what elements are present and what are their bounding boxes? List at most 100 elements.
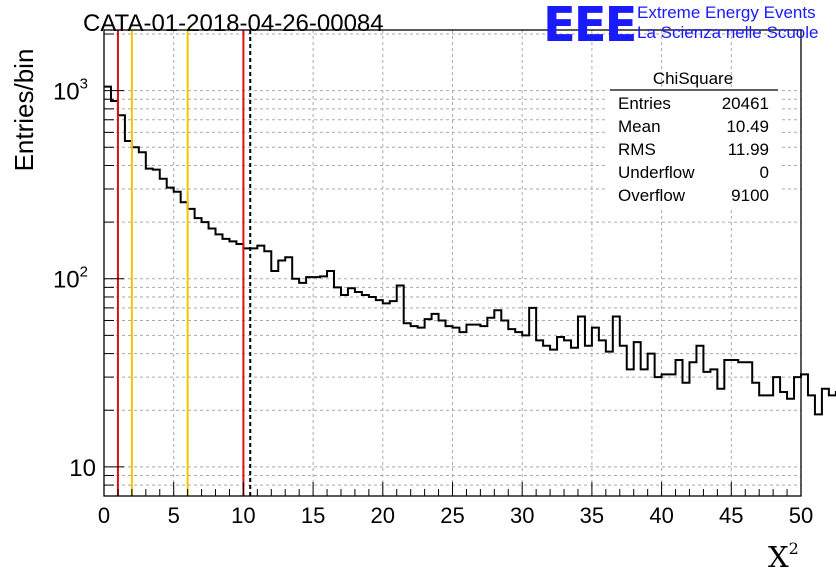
histogram-bin	[522, 335, 529, 496]
stats-row-label: Mean	[618, 117, 661, 136]
histogram-bin	[473, 325, 480, 496]
histogram-bin	[717, 389, 724, 496]
histogram-bin	[794, 377, 801, 496]
axis-tick-labels: 0 5 10 15 20 25 30 35 40 45 50 10 102 103	[53, 76, 813, 528]
x-tick-label: 20	[371, 503, 395, 528]
histogram-bin	[362, 295, 369, 496]
eee-logo: EEE	[543, 0, 637, 53]
histogram	[104, 85, 836, 496]
histogram-bin	[564, 340, 571, 496]
histogram-bin	[459, 332, 466, 496]
histogram-bin	[369, 297, 376, 496]
histogram-bin	[376, 300, 383, 496]
histogram-bin	[543, 346, 550, 496]
histogram-bin	[536, 340, 543, 496]
x-tick-label: 40	[649, 503, 673, 528]
stats-row-value: 20461	[722, 94, 769, 113]
histogram-bin	[480, 326, 487, 496]
histogram-bin	[655, 377, 662, 496]
histogram-bin	[132, 147, 139, 496]
histogram-bin	[606, 352, 613, 496]
histogram-bin	[592, 328, 599, 496]
histogram-bin	[250, 248, 257, 496]
histogram-bin	[327, 271, 334, 496]
histogram-bin	[627, 369, 634, 496]
x-tick-label: 35	[580, 503, 604, 528]
stats-row-value: 11.99	[728, 140, 769, 159]
histogram-bin	[683, 383, 690, 496]
histogram-bin	[320, 276, 327, 496]
histogram-bin	[111, 101, 118, 496]
histogram-bin	[299, 283, 306, 496]
y-tick-label: 103	[53, 76, 88, 106]
histogram-bin	[306, 277, 313, 496]
histogram-bin	[634, 342, 641, 496]
histogram-bin	[696, 346, 703, 496]
histogram-bin	[222, 239, 229, 496]
stats-row-value: 9100	[731, 186, 769, 205]
histogram-bin	[550, 350, 557, 496]
grid	[104, 30, 801, 497]
histogram-bin	[662, 374, 669, 496]
histogram-bin	[118, 115, 125, 496]
histogram-bin	[355, 292, 362, 496]
histogram-bin	[752, 383, 759, 496]
histogram-bin	[585, 346, 592, 496]
stats-row-label: Entries	[618, 94, 671, 113]
logo-subtitle-2: La Scienza nelle Scuole	[637, 23, 819, 42]
histogram-bin	[313, 277, 320, 496]
histogram-bin	[404, 323, 411, 496]
page-title: CATA-01-2018-04-26-00084	[83, 10, 384, 37]
histogram-bin	[501, 320, 508, 496]
histogram-bin	[229, 241, 236, 496]
histogram-bin	[453, 328, 460, 496]
x-tick-label: 25	[440, 503, 464, 528]
histogram-bin	[738, 362, 745, 496]
histogram-bin	[439, 320, 446, 496]
histogram-bin	[787, 399, 794, 496]
histogram-bin	[174, 192, 181, 496]
stats-box-title: ChiSquare	[653, 69, 733, 88]
histogram-bin	[529, 308, 536, 496]
histogram-bin	[390, 301, 397, 496]
histogram-bin	[188, 209, 195, 496]
histogram-bin	[167, 188, 174, 496]
stats-row-value: 0	[760, 163, 769, 182]
axis-ticks	[103, 33, 802, 497]
histogram-outline	[104, 85, 836, 416]
histogram-bin	[146, 169, 153, 496]
histogram-bin	[181, 202, 188, 496]
histogram-bin	[745, 362, 752, 496]
histogram-bin	[641, 369, 648, 496]
histogram-bin	[620, 346, 627, 496]
histogram-bin	[271, 271, 278, 496]
histogram-bin	[418, 328, 425, 496]
stats-row-value: 10.49	[726, 117, 769, 136]
histogram-bin	[669, 374, 676, 496]
histogram-bin	[425, 319, 432, 496]
x-tick-label: 30	[510, 503, 534, 528]
stats-row-label: Overflow	[618, 186, 686, 205]
histogram-bin	[125, 141, 132, 496]
y-tick-label: 10	[69, 455, 96, 482]
cut-lines	[116, 30, 252, 496]
stats-box-bg	[608, 88, 780, 208]
x-tick-label: 50	[789, 503, 813, 528]
histogram-bin	[571, 348, 578, 496]
y-tick-label: 102	[53, 264, 88, 294]
histogram-bin	[829, 395, 836, 496]
histogram-bin	[515, 332, 522, 496]
histogram-bin	[334, 287, 341, 496]
histogram-bin	[731, 360, 738, 496]
histogram-bin	[348, 288, 355, 496]
stats-row-label: RMS	[618, 140, 656, 159]
histogram-bin	[773, 377, 780, 496]
histogram-bin	[446, 326, 453, 496]
histogram-bin	[648, 354, 655, 496]
stats-box: ChiSquare Entries 20461 Mean 10.49 RMS 11.99 U…	[608, 69, 780, 208]
x-axis-label-superscript: 2	[789, 539, 799, 558]
histogram-bin	[104, 87, 111, 496]
x-tick-label: 45	[719, 503, 743, 528]
histogram-bin	[822, 389, 829, 496]
